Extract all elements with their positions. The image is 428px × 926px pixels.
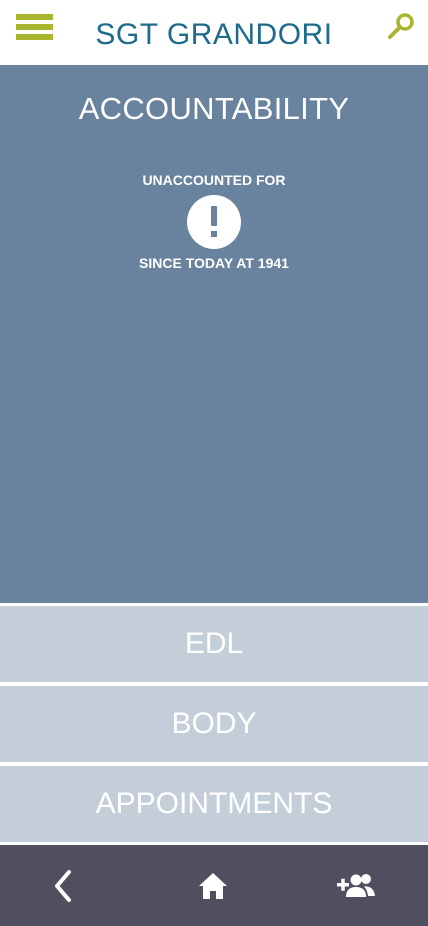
chevron-left-icon[interactable]: [44, 865, 84, 905]
menu-bar: [16, 24, 53, 30]
accountability-title: ACCOUNTABILITY: [78, 91, 350, 126]
hamburger-menu-icon[interactable]: [16, 14, 53, 44]
body-button[interactable]: BODY: [0, 686, 428, 762]
accountability-status: UNACCOUNTED FOR: [142, 172, 286, 188]
home-icon[interactable]: [193, 865, 233, 905]
edl-label: EDL: [184, 627, 244, 660]
appointments-button[interactable]: APPOINTMENTS: [0, 766, 428, 842]
add-person-icon[interactable]: [336, 865, 376, 905]
exclamation-dot: [211, 231, 217, 237]
page-title: SGT GRANDORI: [95, 18, 333, 51]
bottom-nav: [0, 845, 428, 926]
exclamation-line: [211, 206, 217, 226]
menu-bar: [16, 14, 53, 20]
body-label: BODY: [171, 707, 257, 740]
menu-bar: [16, 34, 53, 40]
accountability-since: SINCE TODAY AT 1941: [139, 255, 289, 271]
header: SGT GRANDORI: [0, 0, 428, 65]
search-icon[interactable]: [385, 10, 419, 44]
appointments-label: APPOINTMENTS: [95, 787, 333, 820]
exclamation-icon: [187, 195, 241, 249]
edl-button[interactable]: EDL: [0, 606, 428, 682]
accountability-panel[interactable]: ACCOUNTABILITY UNACCOUNTED FOR SINCE TOD…: [0, 65, 428, 603]
